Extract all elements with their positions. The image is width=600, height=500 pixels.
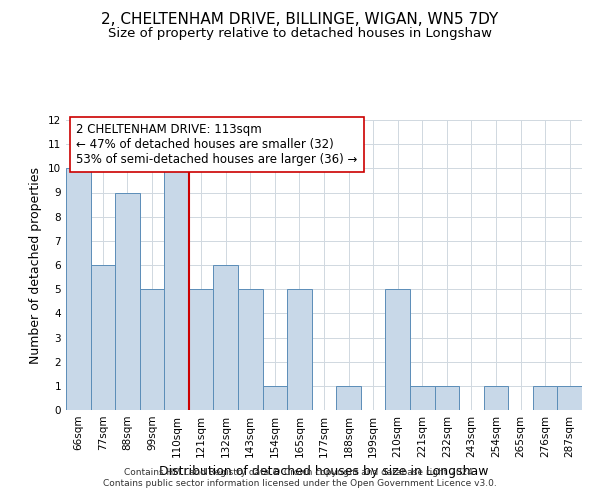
Text: Contains HM Land Registry data © Crown copyright and database right 2024.
Contai: Contains HM Land Registry data © Crown c… <box>103 468 497 487</box>
Y-axis label: Number of detached properties: Number of detached properties <box>29 166 43 364</box>
Text: 2, CHELTENHAM DRIVE, BILLINGE, WIGAN, WN5 7DY: 2, CHELTENHAM DRIVE, BILLINGE, WIGAN, WN… <box>101 12 499 28</box>
Bar <box>336 386 361 410</box>
Text: Size of property relative to detached houses in Longshaw: Size of property relative to detached ho… <box>108 28 492 40</box>
Bar <box>287 289 312 410</box>
Bar <box>484 386 508 410</box>
Bar <box>115 192 140 410</box>
Bar <box>91 265 115 410</box>
Bar <box>263 386 287 410</box>
Bar <box>189 289 214 410</box>
Bar <box>533 386 557 410</box>
X-axis label: Distribution of detached houses by size in Longshaw: Distribution of detached houses by size … <box>159 466 489 478</box>
Bar <box>140 289 164 410</box>
Bar <box>214 265 238 410</box>
Bar <box>66 168 91 410</box>
Bar <box>385 289 410 410</box>
Bar <box>238 289 263 410</box>
Bar <box>557 386 582 410</box>
Text: 2 CHELTENHAM DRIVE: 113sqm
← 47% of detached houses are smaller (32)
53% of semi: 2 CHELTENHAM DRIVE: 113sqm ← 47% of deta… <box>76 123 358 166</box>
Bar <box>434 386 459 410</box>
Bar <box>164 168 189 410</box>
Bar <box>410 386 434 410</box>
